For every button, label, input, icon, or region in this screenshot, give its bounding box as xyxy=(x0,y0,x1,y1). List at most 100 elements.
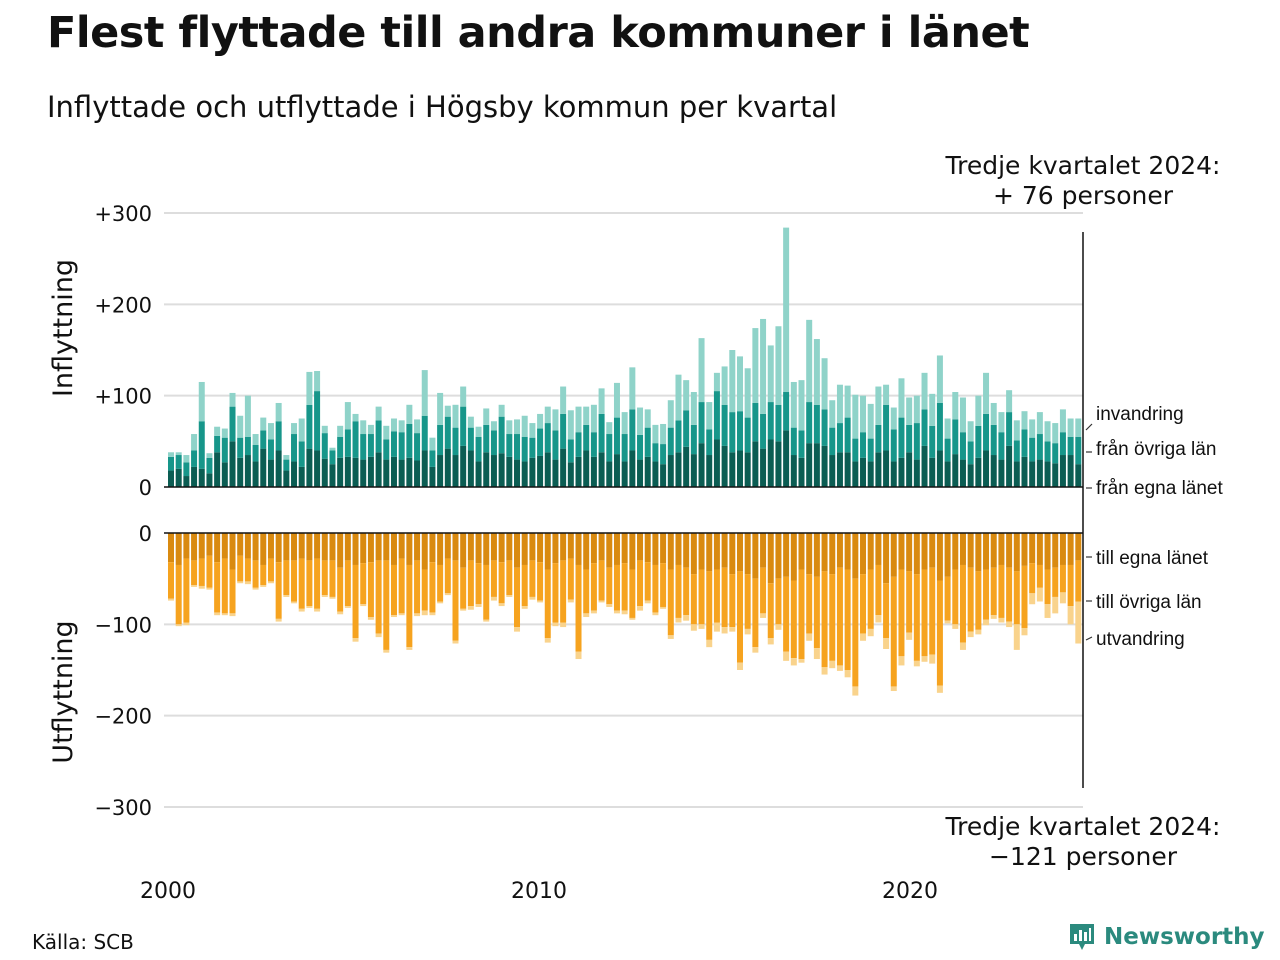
bar-out-emig xyxy=(637,606,644,611)
bar-in-immig xyxy=(583,406,590,425)
bar-in-immig xyxy=(683,380,690,411)
bar-in-own xyxy=(760,448,767,487)
bar-out-emig xyxy=(667,635,674,639)
bar-out-emig xyxy=(675,617,682,623)
bar-out-emig xyxy=(883,638,890,649)
bar-out-other xyxy=(367,562,374,618)
bar-out-other xyxy=(467,560,474,607)
bar-out-emig xyxy=(429,612,436,616)
bar-in-immig xyxy=(467,416,474,428)
bar-out-own xyxy=(675,533,682,565)
bar-in-immig xyxy=(952,392,959,420)
bar-in-other xyxy=(813,404,820,444)
bar-in-other xyxy=(921,409,928,446)
bar-in-own xyxy=(1067,455,1074,487)
bar-in-immig xyxy=(883,384,890,405)
bar-in-other xyxy=(967,441,974,465)
bar-out-emig xyxy=(575,651,582,660)
bar-out-own xyxy=(852,533,859,579)
bar-in-immig xyxy=(675,374,682,421)
bar-in-other xyxy=(1052,443,1059,464)
bar-in-own xyxy=(437,455,444,487)
y-tick-label-bottom: −100 xyxy=(94,613,152,637)
bar-in-own xyxy=(975,457,982,487)
bar-out-other xyxy=(783,576,790,652)
bar-out-own xyxy=(390,533,397,565)
bar-in-immig xyxy=(990,402,997,425)
bar-out-emig xyxy=(229,613,236,617)
bar-out-own xyxy=(1021,533,1028,566)
bar-out-other xyxy=(752,578,759,648)
bar-in-other xyxy=(944,438,951,462)
bar-in-immig xyxy=(913,395,920,424)
bar-out-other xyxy=(606,567,613,605)
newsworthy-logo[interactable]: Newsworthy xyxy=(1068,922,1265,952)
bar-out-own xyxy=(383,533,390,561)
bar-in-immig xyxy=(760,318,767,414)
bar-in-own xyxy=(252,461,259,487)
bar-in-other xyxy=(306,404,313,449)
bar-in-own xyxy=(998,459,1005,487)
bar-out-other xyxy=(813,576,820,649)
bar-in-immig xyxy=(337,425,344,437)
bar-out-emig xyxy=(291,601,298,604)
bar-in-other xyxy=(314,391,321,451)
bar-out-own xyxy=(652,533,659,565)
bar-in-immig xyxy=(498,404,505,417)
bars-group xyxy=(168,227,1082,696)
bar-in-own xyxy=(952,454,959,487)
x-tick-label: 2000 xyxy=(140,879,196,904)
bar-out-own xyxy=(898,533,905,570)
bar-in-other xyxy=(736,411,743,451)
bar-out-other xyxy=(521,564,528,607)
bar-in-other xyxy=(752,402,759,442)
bar-out-emig xyxy=(175,624,182,627)
bar-in-other xyxy=(1044,441,1051,462)
bar-out-own xyxy=(521,533,528,565)
bar-out-emig xyxy=(352,638,359,642)
bar-out-own xyxy=(767,533,774,584)
bar-in-other xyxy=(959,432,966,460)
bar-out-emig xyxy=(544,638,551,643)
bar-in-immig xyxy=(344,402,351,430)
bar-in-own xyxy=(1044,461,1051,487)
bar-in-own xyxy=(959,459,966,487)
bar-out-emig xyxy=(606,604,613,607)
bar-out-other xyxy=(490,560,497,597)
bar-out-own xyxy=(760,533,767,568)
bar-in-other xyxy=(1067,436,1074,456)
bar-out-own xyxy=(890,533,897,577)
bar-in-other xyxy=(706,429,713,456)
bar-in-other xyxy=(898,417,905,458)
bar-out-emig xyxy=(683,615,690,621)
bar-out-other xyxy=(906,571,913,633)
bar-in-own xyxy=(798,457,805,487)
bar-out-emig xyxy=(752,647,759,653)
bar-in-immig xyxy=(921,372,928,410)
bar-in-immig xyxy=(168,452,174,457)
bar-out-own xyxy=(583,533,590,570)
bar-in-own xyxy=(921,445,928,487)
bar-out-own xyxy=(367,533,374,563)
bar-in-immig xyxy=(414,419,421,434)
bar-out-other xyxy=(990,567,997,616)
bar-in-other xyxy=(575,432,582,457)
chart-subtitle: Inflyttade och utflyttade i Högsby kommu… xyxy=(47,90,838,124)
bar-out-own xyxy=(944,533,951,577)
bar-out-own xyxy=(437,533,444,565)
bar-in-own xyxy=(314,450,321,487)
bar-in-own xyxy=(590,456,597,487)
x-tick-label: 2010 xyxy=(511,879,567,904)
bar-in-own xyxy=(168,470,174,487)
bar-in-own xyxy=(883,450,890,487)
bar-out-emig xyxy=(206,587,213,590)
bar-out-own xyxy=(475,533,482,564)
bar-out-emig xyxy=(483,619,490,622)
bar-in-own xyxy=(444,448,451,487)
bar-out-own xyxy=(860,533,867,575)
bar-out-other xyxy=(660,563,667,607)
annotation-bottom-line2: −121 personer xyxy=(989,842,1178,871)
bar-out-own xyxy=(237,533,244,556)
bar-out-own xyxy=(637,533,644,561)
bar-out-other xyxy=(360,563,367,605)
